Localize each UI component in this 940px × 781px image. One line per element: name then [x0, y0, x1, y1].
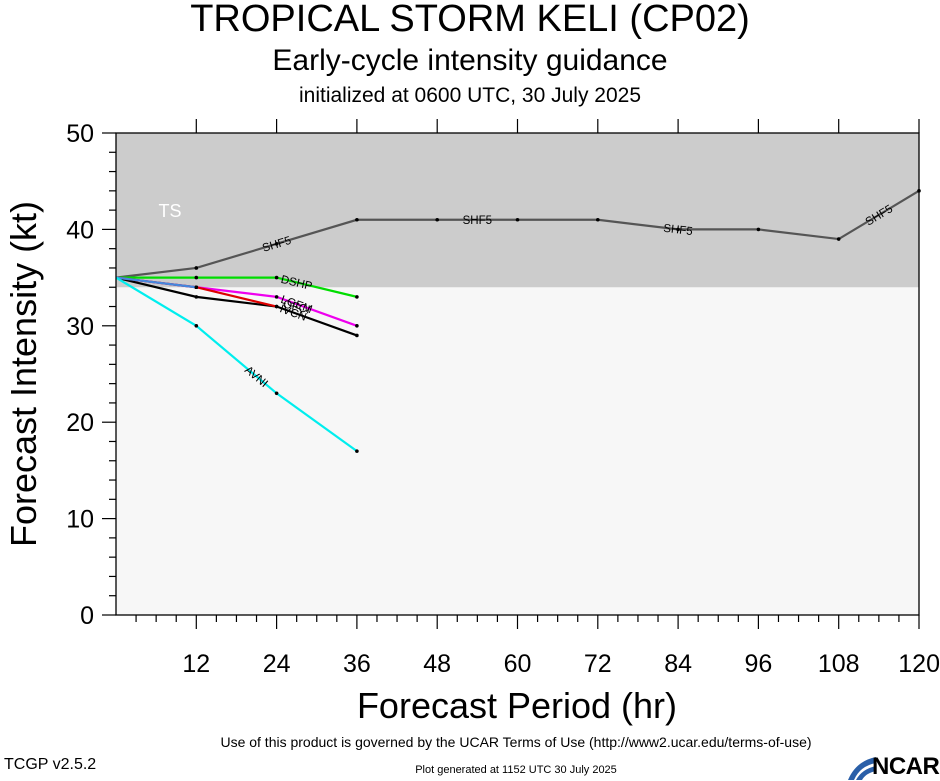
- y-tick-label: 50: [66, 120, 94, 148]
- initialization-time: initialized at 0600 UTC, 30 July 2025: [298, 84, 642, 107]
- series-point-shf5: [194, 266, 199, 270]
- series-point-avni: [194, 324, 199, 328]
- generated-timestamp: Plot generated at 1152 UTC 30 July 2025: [415, 764, 617, 776]
- y-tick-label: 40: [66, 216, 94, 244]
- series-line-avni: [115, 276, 358, 453]
- x-tick-label: 84: [664, 650, 692, 678]
- series-line-dshp: [116, 276, 358, 298]
- series-point-ofci: [274, 304, 279, 309]
- series-point-lgem: [355, 324, 359, 328]
- y-tick-label: 10: [66, 506, 94, 534]
- version-label: TCGP v2.5.2: [4, 756, 97, 773]
- x-tick-label: 36: [343, 650, 371, 678]
- series-point-shf5: [756, 227, 761, 232]
- series-point-ivcn: [194, 295, 199, 299]
- series-label-shf5: SHF5: [463, 215, 492, 227]
- series-point-dshp: [194, 275, 199, 280]
- x-tick-label: 60: [504, 650, 532, 678]
- series-line-ivcn: [115, 276, 358, 337]
- series-point-shf5: [676, 227, 680, 232]
- series-point-shf5: [596, 217, 600, 222]
- band-label-0: TS: [158, 201, 181, 221]
- y-tick-label: 30: [66, 313, 94, 341]
- chart-subtitle: Early-cycle intensity guidance: [272, 44, 668, 77]
- series-label-shf5: SHF5: [663, 223, 694, 238]
- series-point-ivcn: [355, 333, 359, 338]
- series-point-avni_blue: [194, 285, 199, 290]
- y-tick-label: 0: [80, 602, 94, 630]
- x-tick-label: 108: [818, 650, 860, 678]
- series-line-avni_blue: [115, 276, 197, 289]
- ncar-logo: NCAR: [846, 753, 940, 780]
- series-point-dshp: [274, 275, 279, 280]
- terms-of-use: Use of this product is governed by the U…: [220, 734, 812, 750]
- series-point-shf5: [355, 217, 359, 222]
- x-tick-label: 120: [898, 650, 940, 678]
- x-axis-label: Forecast Period (hr): [357, 685, 677, 726]
- series-point-avni: [274, 391, 279, 396]
- series-point-shf5: [435, 217, 440, 222]
- x-tick-label: 24: [263, 650, 291, 678]
- band-0: [116, 133, 919, 288]
- bands-layer: TS: [116, 133, 919, 615]
- series-point-dshp: [355, 295, 359, 299]
- ncar-logo-text: NCAR: [872, 753, 940, 780]
- series-point-shf5: [515, 217, 520, 222]
- series-point-lgem: [274, 295, 279, 299]
- series-point-shf5: [836, 237, 841, 241]
- y-tick-label: 20: [66, 409, 94, 437]
- series-point-shf5: [274, 242, 279, 246]
- axes-layer: 0 10 20 30 40 50 12 24 36 48 60 72 84 96 108 120: [66, 119, 940, 678]
- ncar-logo-icon: [848, 757, 876, 780]
- series-point-avni: [355, 449, 359, 453]
- chart-title: TROPICAL STORM KELI (CP02): [190, 0, 750, 40]
- x-tick-label: 12: [182, 650, 210, 678]
- x-tick-label: 48: [423, 650, 451, 678]
- x-tick-label: 72: [584, 650, 612, 678]
- y-axis-label: Forecast Intensity (kt): [3, 201, 44, 547]
- x-tick-label: 96: [744, 650, 772, 678]
